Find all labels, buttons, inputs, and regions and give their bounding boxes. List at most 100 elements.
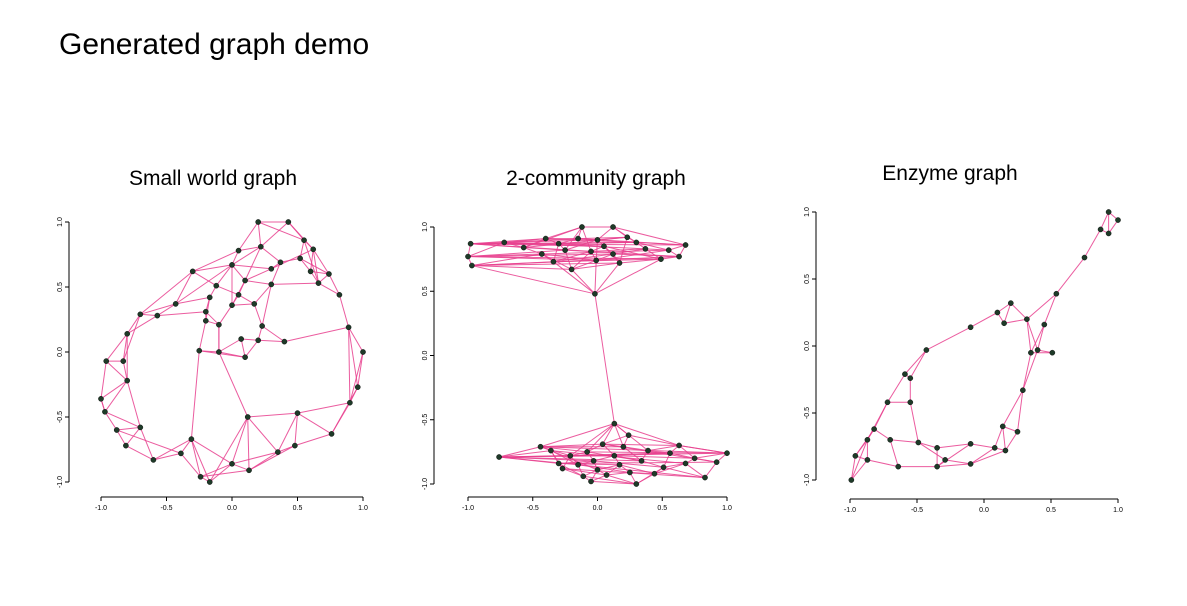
graph-edge <box>596 253 614 261</box>
x-tick-label: 0.5 <box>293 505 303 512</box>
graph-edge <box>553 253 614 263</box>
nodes <box>465 224 730 487</box>
graph-edge <box>231 264 272 270</box>
graph-node <box>189 268 196 275</box>
graph-edge <box>253 303 263 327</box>
graph-node <box>216 321 222 328</box>
two-community-graph-plot: -1.0 -0.5 0.0 0.5 1.0 -1.0 -0.5 0.0 0.5 1.0 <box>422 222 732 512</box>
y-tick-label: -0.5 <box>422 414 429 426</box>
graph-edge <box>540 423 615 448</box>
graph-edge <box>597 226 614 241</box>
graph-edge <box>704 461 718 478</box>
graph-node <box>852 453 859 459</box>
graph-edge <box>467 249 566 258</box>
graph-edge <box>247 416 279 453</box>
graph-node <box>238 336 244 342</box>
graph-edge <box>1004 318 1027 324</box>
graph-edge <box>139 271 194 315</box>
graph-node <box>336 292 343 298</box>
graph-node <box>229 302 235 308</box>
graph-node <box>113 427 120 433</box>
graph-edge <box>231 463 250 471</box>
graph-edge <box>297 402 350 414</box>
graph-node <box>216 349 222 355</box>
graph-node <box>255 337 261 344</box>
graph-edge <box>1010 302 1028 320</box>
graph-node <box>124 331 130 337</box>
graph-edge <box>310 270 330 275</box>
graph-edge <box>238 294 255 305</box>
graph-node <box>345 324 352 331</box>
graph-edge <box>586 443 603 453</box>
graph-edge <box>558 461 717 464</box>
graph-edge <box>937 463 971 468</box>
nodes <box>98 219 366 485</box>
graph-edge <box>190 438 202 477</box>
graph-node <box>603 472 610 478</box>
graph-node <box>1024 316 1030 322</box>
graph-edge <box>271 282 319 285</box>
graph-edge <box>245 280 272 285</box>
graph-node <box>593 257 600 264</box>
x-tick-label: 1.0 <box>358 505 368 512</box>
graph-edge <box>970 312 998 328</box>
graph-edge <box>299 257 330 275</box>
graph-edge <box>606 474 637 485</box>
graph-node <box>638 458 645 464</box>
y-axis: -1.0 -0.5 0.0 0.5 1.0 <box>57 217 70 488</box>
graph-node <box>501 239 508 246</box>
graph-edge <box>850 455 856 481</box>
graph-edge <box>238 246 261 252</box>
graph-node <box>864 457 871 463</box>
graph-node <box>123 442 129 449</box>
graph-edge <box>594 260 597 294</box>
graph-edge <box>218 338 242 353</box>
graph-edge <box>209 416 249 483</box>
graph-edge <box>1055 257 1085 295</box>
graph-node <box>575 235 581 242</box>
graph-edge <box>338 294 350 328</box>
graph-node <box>542 235 549 242</box>
y-axis: -1.0 -0.5 0.0 0.5 1.0 <box>804 207 817 486</box>
graph-node <box>301 237 307 244</box>
graph-edge <box>244 246 262 281</box>
graph-edge <box>240 338 246 358</box>
graph-edge <box>126 380 141 428</box>
graph-edge <box>889 439 899 467</box>
graph-node <box>555 460 562 467</box>
graph-edge <box>190 438 211 483</box>
graph-node <box>229 262 235 268</box>
graph-node <box>297 255 303 262</box>
graph-edge <box>191 438 233 465</box>
graph-node <box>579 224 585 230</box>
graph-node <box>550 258 557 265</box>
graph-edge <box>612 248 646 255</box>
graph-edge <box>205 311 220 326</box>
graph-edge <box>122 333 128 362</box>
graph-node <box>137 424 144 431</box>
graph-edge <box>523 247 566 251</box>
graph-edge <box>261 325 285 343</box>
panel-title-enzyme: Enzyme graph <box>882 162 1018 185</box>
graph-edge <box>660 256 680 260</box>
enzyme-graph-plot: -1.0 -0.5 0.0 0.5 1.0 -1.0 -0.5 0.0 0.5 1.0 <box>804 207 1123 514</box>
graph-edge <box>571 269 596 295</box>
graph-edge <box>244 339 259 358</box>
x-axis: -1.0 -0.5 0.0 0.5 1.0 <box>844 498 1123 514</box>
graph-edge <box>467 241 505 258</box>
graph-edge <box>1022 352 1032 391</box>
graph-node <box>213 282 220 289</box>
graph-node <box>934 445 940 451</box>
edges <box>467 226 728 485</box>
graph-edge <box>116 426 141 431</box>
graph-edge <box>104 411 141 428</box>
graph-edge <box>1026 319 1032 353</box>
graph-edge <box>614 455 695 459</box>
graph-edge <box>271 248 314 270</box>
graph-node <box>599 441 606 447</box>
graph-node <box>197 473 204 480</box>
graph-edge <box>257 221 262 247</box>
graph-edge <box>348 327 364 353</box>
graph-edge <box>205 297 211 321</box>
graph-edge <box>122 361 128 381</box>
